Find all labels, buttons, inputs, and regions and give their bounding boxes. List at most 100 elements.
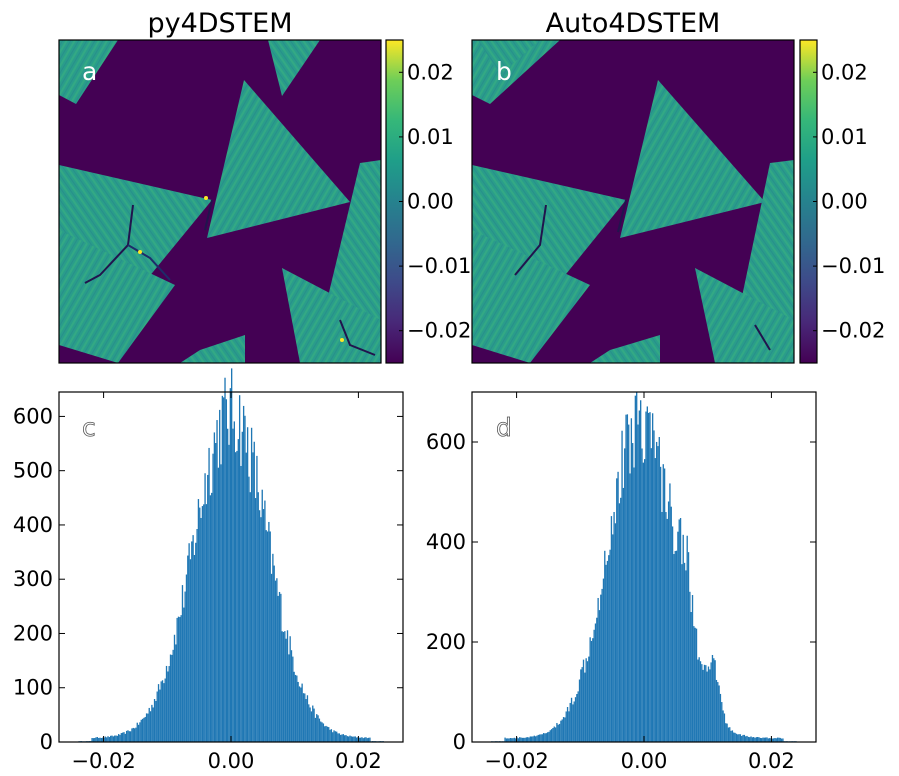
- histogram-bar: [353, 736, 355, 742]
- histogram-bar: [236, 450, 238, 742]
- histogram-bar: [292, 656, 294, 742]
- y-tick-label: 0: [40, 730, 53, 754]
- boundary-a-2: [127, 244, 171, 281]
- histogram-bar: [261, 489, 263, 742]
- histogram-bar: [221, 395, 224, 742]
- histogram-bar: [719, 693, 722, 742]
- histogram-bar: [679, 518, 682, 742]
- histogram-bar: [601, 588, 603, 742]
- histogram-bar: [695, 628, 698, 742]
- histogram-bar: [775, 738, 777, 742]
- histogram-bar: [507, 738, 509, 742]
- histogram-bar: [254, 498, 257, 742]
- histogram-bar: [742, 734, 744, 742]
- histogram-bar: [726, 723, 728, 742]
- hotspot-a-3: [204, 196, 208, 200]
- histogram-bar: [590, 640, 593, 742]
- histogram-bar: [658, 437, 660, 742]
- flake-b-bottom-center: [590, 335, 660, 363]
- histogram-bar: [248, 476, 250, 742]
- histogram-bar: [538, 734, 541, 742]
- histogram-bar: [119, 734, 121, 742]
- histogram-bar: [626, 414, 629, 742]
- histogram-bar: [195, 542, 197, 742]
- histogram-bar: [344, 735, 346, 742]
- histogram-bar: [220, 464, 222, 742]
- histogram-bar: [519, 737, 521, 742]
- panel-b-letter: b: [496, 57, 512, 86]
- histogram-bar: [242, 405, 245, 742]
- histogram-bar: [143, 717, 145, 742]
- histogram-bar: [117, 734, 120, 742]
- histogram-bar: [213, 432, 216, 742]
- histogram-bar: [649, 412, 651, 742]
- histogram-bar: [662, 464, 664, 742]
- histogram-bar: [108, 737, 111, 742]
- histogram-bar: [730, 730, 732, 742]
- histogram-bar: [585, 658, 587, 742]
- panel-d-letter: d: [496, 413, 512, 442]
- histogram-bar: [280, 593, 282, 742]
- histogram-bar: [508, 738, 510, 742]
- histogram-bar: [566, 707, 569, 742]
- histogram-bar: [125, 730, 128, 742]
- histogram-bar: [208, 447, 210, 742]
- histogram-bar: [99, 737, 101, 742]
- histogram-bar: [257, 492, 259, 742]
- histogram-bar: [739, 734, 742, 742]
- histogram-bar: [276, 578, 278, 742]
- histogram-bar: [734, 732, 736, 742]
- histogram-bar: [753, 737, 755, 742]
- histogram-bar: [525, 737, 528, 742]
- histogram-bar: [183, 607, 185, 742]
- histogram-bar: [542, 733, 545, 742]
- histogram-bar: [640, 400, 642, 742]
- histogram-bar: [100, 738, 103, 742]
- flake-a-center-triangle: [207, 80, 350, 238]
- histogram-bar: [612, 534, 614, 742]
- histogram-bar: [718, 685, 720, 742]
- histogram-bar: [735, 733, 738, 742]
- histogram-bar: [300, 687, 302, 742]
- histogram-bar: [572, 704, 574, 742]
- histogram-bar: [350, 736, 352, 742]
- histogram-bar: [321, 722, 323, 742]
- histogram-bar: [698, 657, 700, 742]
- y-tick-label: 100: [13, 676, 53, 700]
- histogram-bar: [733, 732, 735, 742]
- histogram-bar: [762, 737, 764, 742]
- histogram-bar: [290, 650, 293, 742]
- histogram-bar: [241, 431, 243, 742]
- histogram-bar: [334, 731, 337, 742]
- histogram-bar: [677, 531, 679, 742]
- histogram-bar: [597, 597, 599, 742]
- histogram-bar: [320, 721, 322, 742]
- y-tick-label: 400: [426, 530, 466, 554]
- panel-c-histogram: −0.02 0.00 0.02 0 100 200 300 400 500 600 c: [13, 368, 404, 773]
- histogram-bar: [614, 523, 617, 742]
- histogram-bar: [621, 430, 623, 742]
- histogram-bar: [593, 629, 595, 742]
- histogram-bar: [729, 727, 731, 742]
- histogram-bar: [148, 707, 150, 742]
- histogram-bar: [258, 510, 261, 742]
- histogram-bar: [523, 737, 525, 742]
- histogram-bar: [532, 736, 534, 742]
- histogram-bar: [168, 666, 170, 742]
- histogram-bar: [139, 722, 141, 742]
- y-tick-label: 500: [13, 459, 53, 483]
- histogram-bar: [546, 732, 549, 742]
- histogram-bar: [306, 695, 309, 742]
- histogram-bar: [710, 662, 712, 742]
- histogram-bar: [191, 541, 193, 742]
- x-tick-label: 0.02: [748, 749, 795, 773]
- histogram-bar: [337, 733, 339, 742]
- colorbar-tick-label: 0.00: [821, 190, 868, 214]
- panel-d-histogram: −0.02 0.00 0.02 0 200 400 600 d: [426, 391, 817, 773]
- histogram-bar: [240, 465, 242, 742]
- histogram-bar: [678, 519, 680, 742]
- histogram-c-bars: [78, 368, 384, 742]
- histogram-bar: [561, 719, 563, 742]
- histogram-bar: [681, 564, 683, 742]
- histogram-bar: [549, 730, 551, 742]
